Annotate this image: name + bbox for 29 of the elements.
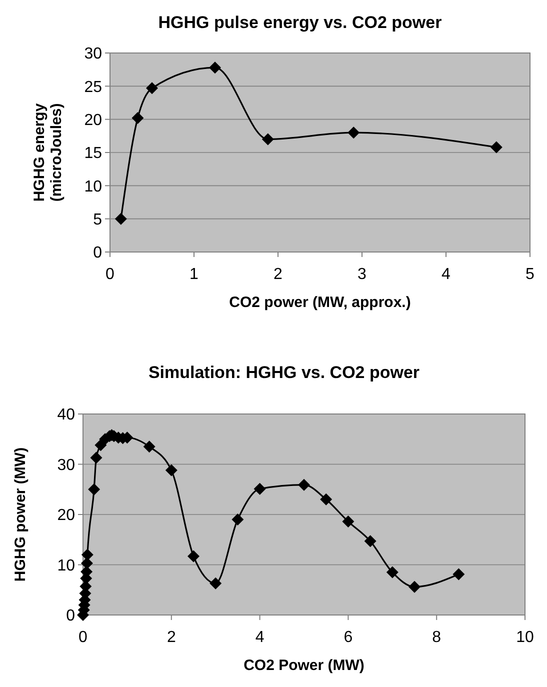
y-tick-label: 0 (93, 244, 102, 262)
y-tick-label: 15 (84, 145, 102, 162)
y-tick-label: 30 (57, 456, 76, 474)
chart-title: HGHG pulse energy vs. CO2 power (158, 13, 442, 32)
x-axis-title: CO2 power (MW, approx.) (229, 294, 411, 311)
y-tick-label: 5 (93, 211, 102, 228)
x-tick-label: 2 (166, 629, 176, 646)
x-tick-label: 1 (190, 266, 199, 283)
y-tick-label: 40 (57, 406, 76, 424)
x-tick-label: 10 (516, 629, 534, 646)
y-tick-label: 25 (84, 78, 102, 96)
y-tick-label: 20 (57, 507, 76, 524)
x-tick-label: 8 (432, 629, 442, 646)
x-tick-label: 6 (344, 629, 353, 646)
y-axis-title: HGHG energy (microJoules) (30, 102, 65, 202)
y-tick-label: 10 (84, 178, 102, 196)
y-tick-label: 20 (84, 112, 102, 129)
chart-title: Simulation: HGHG vs. CO2 power (148, 363, 420, 382)
x-tick-label: 5 (526, 266, 535, 283)
y-tick-label: 10 (57, 557, 76, 574)
y-tick-label: 0 (66, 608, 76, 625)
x-tick-label: 2 (274, 266, 283, 283)
x-tick-label: 0 (106, 266, 115, 283)
x-axis-title: CO2 Power (MW) (244, 657, 364, 674)
y-axis-title: HGHG power (MW) (12, 447, 29, 582)
x-tick-label: 4 (442, 266, 451, 283)
x-tick-label: 4 (255, 629, 264, 646)
y-tick-label: 30 (84, 46, 102, 63)
x-tick-label: 3 (358, 266, 367, 283)
